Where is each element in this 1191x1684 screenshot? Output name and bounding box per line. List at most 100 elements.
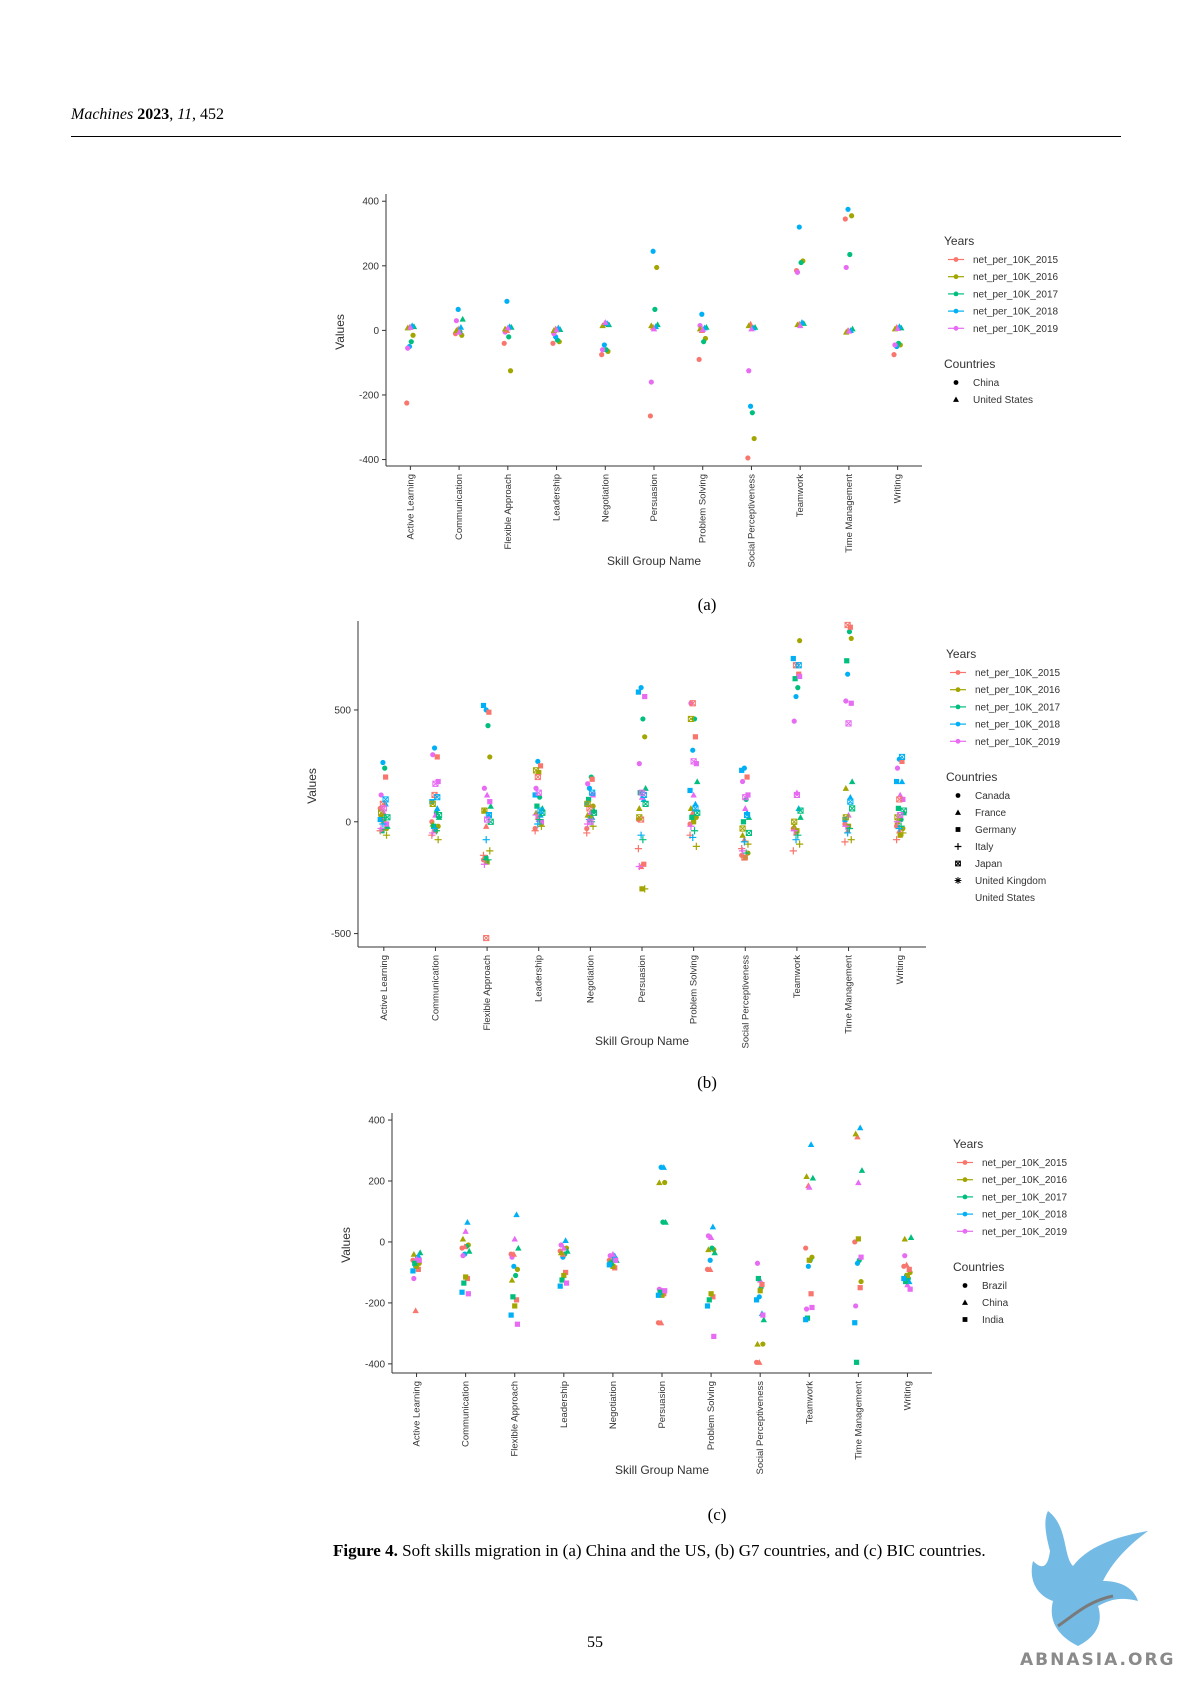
data-point — [740, 838, 748, 846]
data-point — [462, 1228, 469, 1234]
subfigure-label-b: (b) — [697, 1073, 717, 1092]
legend-country-label: United States — [975, 893, 1035, 904]
x-axis-title: Skill Group Name — [615, 1463, 709, 1477]
data-point — [601, 342, 607, 348]
data-point — [847, 798, 854, 805]
data-point — [847, 251, 853, 258]
data-point — [794, 831, 802, 839]
data-point — [689, 814, 695, 820]
data-point — [648, 322, 655, 329]
data-point — [847, 793, 854, 800]
x-tick-label: Writing — [895, 955, 906, 984]
legend-country-label: Brazil — [982, 1281, 1007, 1292]
data-point — [508, 1312, 514, 1318]
data-point — [585, 781, 591, 787]
data-point — [689, 700, 696, 707]
data-point — [690, 747, 696, 753]
data-point — [506, 334, 512, 340]
legend-year-label: net_per_10K_2016 — [973, 272, 1059, 283]
legend-swatch — [955, 704, 961, 710]
data-point — [511, 1235, 518, 1242]
data-point — [510, 1250, 518, 1257]
data-point — [532, 811, 540, 819]
data-point — [743, 811, 751, 819]
legend-swatch — [955, 738, 961, 744]
data-point — [899, 758, 905, 765]
data-point — [557, 1249, 565, 1256]
subfigure-label-a: (a) — [697, 595, 717, 614]
data-point — [789, 847, 797, 855]
data-point — [537, 794, 543, 800]
legend-year-label: net_per_10K_2017 — [982, 1192, 1068, 1203]
data-point — [459, 315, 466, 322]
data-point — [587, 814, 593, 820]
data-point — [738, 847, 747, 855]
data-point — [796, 224, 802, 230]
data-point — [378, 792, 384, 798]
legend-year-label: net_per_10K_2018 — [973, 307, 1059, 318]
data-point — [902, 1253, 908, 1259]
data-point — [642, 785, 649, 791]
data-point — [848, 635, 854, 642]
data-point — [599, 352, 605, 358]
data-point — [795, 662, 802, 669]
data-point — [404, 400, 410, 406]
data-point — [747, 403, 754, 409]
legend-country-marker — [955, 860, 961, 867]
y-tick-label: 200 — [362, 261, 379, 272]
legend-country-marker — [962, 1317, 968, 1322]
data-point — [792, 836, 800, 844]
data-point — [647, 413, 654, 419]
data-point — [635, 862, 643, 871]
data-point — [687, 787, 693, 794]
data-point — [711, 1249, 718, 1256]
data-point — [432, 811, 439, 818]
data-point — [413, 1263, 420, 1269]
data-point — [901, 1235, 908, 1242]
data-point — [689, 833, 697, 842]
chart-a: -400 -200 0 200 400 Active Learning Communicat… — [333, 194, 1059, 568]
data-point — [893, 818, 902, 826]
data-point — [553, 326, 560, 333]
data-point — [791, 818, 798, 825]
data-point — [791, 718, 797, 724]
data-point — [415, 1266, 421, 1272]
data-point — [416, 1257, 422, 1263]
data-point — [848, 778, 856, 785]
data-point — [797, 814, 804, 820]
data-point — [537, 807, 544, 814]
data-point — [809, 1304, 815, 1311]
data-point — [650, 248, 656, 254]
data-point — [746, 368, 752, 374]
data-point — [410, 332, 416, 338]
running-header: Machines 2023, 11, 452 — [71, 106, 225, 123]
data-point — [638, 685, 644, 691]
data-point — [533, 785, 539, 791]
data-point — [635, 689, 641, 695]
data-point — [793, 791, 801, 799]
legend-country-label: China — [982, 1298, 1009, 1309]
data-point — [377, 816, 383, 823]
data-point — [382, 765, 388, 771]
data-point — [634, 845, 642, 853]
data-point — [892, 836, 901, 844]
data-point — [638, 789, 646, 796]
data-point — [515, 1244, 522, 1251]
data-point — [636, 805, 643, 811]
data-point — [613, 1257, 619, 1263]
data-point — [482, 854, 488, 861]
data-point — [537, 763, 544, 769]
data-point — [803, 1173, 810, 1180]
data-point — [383, 774, 389, 780]
data-point — [507, 368, 514, 374]
data-point — [749, 410, 755, 416]
legend-swatch — [955, 670, 961, 675]
data-point — [858, 1167, 866, 1173]
data-point — [434, 805, 441, 811]
data-point — [637, 831, 645, 839]
y-tick-label: 400 — [368, 1116, 385, 1127]
data-point — [657, 1289, 663, 1295]
data-point — [485, 723, 491, 729]
data-point — [692, 805, 699, 812]
data-point — [760, 1312, 766, 1318]
